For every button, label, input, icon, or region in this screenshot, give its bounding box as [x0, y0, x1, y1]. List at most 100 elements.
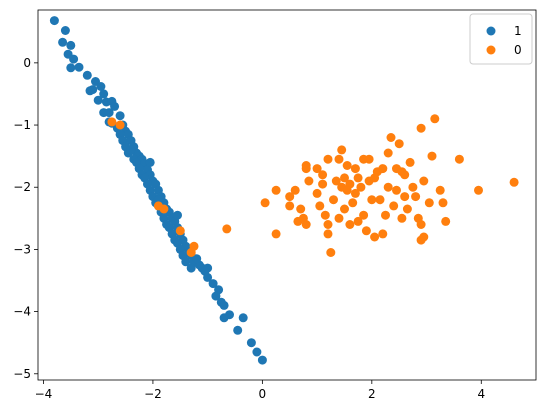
point-series-0	[416, 123, 426, 133]
point-series-0	[331, 176, 341, 186]
point-series-0	[345, 220, 355, 229]
point-series-0	[260, 198, 270, 208]
point-series-1	[246, 338, 256, 348]
y-tick-label: −4	[13, 305, 31, 319]
point-series-0	[271, 185, 281, 195]
point-series-1	[115, 111, 125, 121]
point-series-1	[192, 254, 202, 264]
point-series-1	[208, 279, 218, 289]
point-series-0	[115, 120, 125, 130]
point-series-0	[318, 170, 328, 180]
point-series-0	[285, 201, 295, 211]
point-series-1	[145, 157, 155, 167]
point-series-0	[337, 145, 347, 155]
point-series-1	[96, 82, 106, 91]
point-series-0	[509, 177, 519, 187]
point-series-0	[394, 139, 404, 149]
point-series-1	[85, 86, 95, 96]
point-series-0	[301, 220, 311, 229]
point-series-0	[397, 213, 407, 223]
data-points	[49, 16, 519, 365]
point-series-0	[402, 204, 412, 214]
point-series-1	[219, 313, 229, 323]
point-series-0	[304, 176, 314, 186]
legend-label-0: 0	[514, 43, 522, 57]
point-series-0	[386, 133, 396, 142]
point-series-1	[82, 70, 92, 80]
legend-marker-1	[486, 26, 496, 36]
point-series-1	[99, 89, 109, 99]
y-tick-label: −2	[13, 180, 31, 194]
point-series-0	[454, 154, 464, 164]
x-tick-label: 2	[368, 387, 376, 401]
point-series-0	[375, 195, 385, 205]
point-series-1	[252, 347, 262, 357]
point-series-0	[474, 185, 483, 195]
point-series-1	[173, 210, 182, 220]
point-series-0	[312, 188, 322, 198]
point-series-0	[222, 224, 232, 234]
point-series-0	[400, 192, 410, 202]
point-series-0	[312, 164, 322, 174]
point-series-0	[367, 195, 377, 205]
y-tick-label: −5	[13, 367, 31, 381]
point-series-0	[189, 241, 199, 251]
y-tick-label: −3	[13, 242, 31, 256]
point-series-0	[364, 154, 374, 164]
point-series-0	[334, 154, 344, 164]
point-series-1	[153, 195, 163, 205]
point-series-0	[400, 170, 410, 180]
legend: 1 0	[469, 13, 533, 65]
point-series-0	[419, 232, 429, 242]
point-series-0	[296, 204, 306, 214]
legend-label-1: 1	[514, 24, 522, 38]
point-series-0	[353, 216, 363, 226]
point-series-0	[389, 201, 399, 211]
point-series-0	[107, 117, 117, 127]
point-series-0	[359, 210, 369, 220]
point-series-0	[285, 192, 295, 202]
point-series-1	[233, 325, 243, 335]
point-series-0	[405, 157, 415, 167]
point-series-1	[110, 101, 120, 111]
point-series-1	[66, 63, 76, 73]
point-series-1	[66, 40, 76, 50]
point-series-0	[301, 164, 311, 174]
point-series-1	[181, 257, 191, 267]
point-series-0	[340, 204, 349, 214]
point-series-0	[370, 232, 380, 242]
point-series-0	[424, 198, 434, 208]
x-tick-label: 0	[259, 387, 267, 401]
point-series-0	[323, 154, 333, 164]
point-series-1	[93, 95, 103, 105]
point-series-0	[438, 198, 448, 208]
point-series-0	[326, 248, 336, 257]
point-series-1	[219, 300, 229, 310]
point-series-1	[58, 37, 68, 47]
point-series-0	[411, 192, 421, 202]
axes-frame	[37, 9, 537, 381]
point-series-0	[378, 229, 388, 239]
point-series-0	[342, 185, 352, 195]
x-tick-label: 4	[477, 387, 485, 401]
point-series-0	[392, 185, 401, 195]
x-tick-label: −2	[144, 387, 162, 401]
point-series-1	[49, 16, 59, 26]
point-series-0	[348, 198, 358, 208]
legend-marker-0	[486, 45, 496, 55]
point-series-0	[383, 148, 393, 158]
point-series-0	[320, 210, 330, 220]
point-series-0	[175, 226, 185, 236]
point-series-0	[350, 188, 360, 198]
point-series-0	[408, 182, 418, 192]
point-series-0	[323, 220, 333, 229]
point-series-0	[159, 204, 169, 214]
point-series-1	[74, 62, 84, 72]
point-series-1	[104, 108, 114, 118]
point-series-1	[60, 26, 70, 35]
point-series-1	[203, 272, 213, 282]
point-series-0	[323, 229, 333, 239]
point-series-0	[441, 216, 451, 226]
point-series-0	[271, 229, 281, 239]
